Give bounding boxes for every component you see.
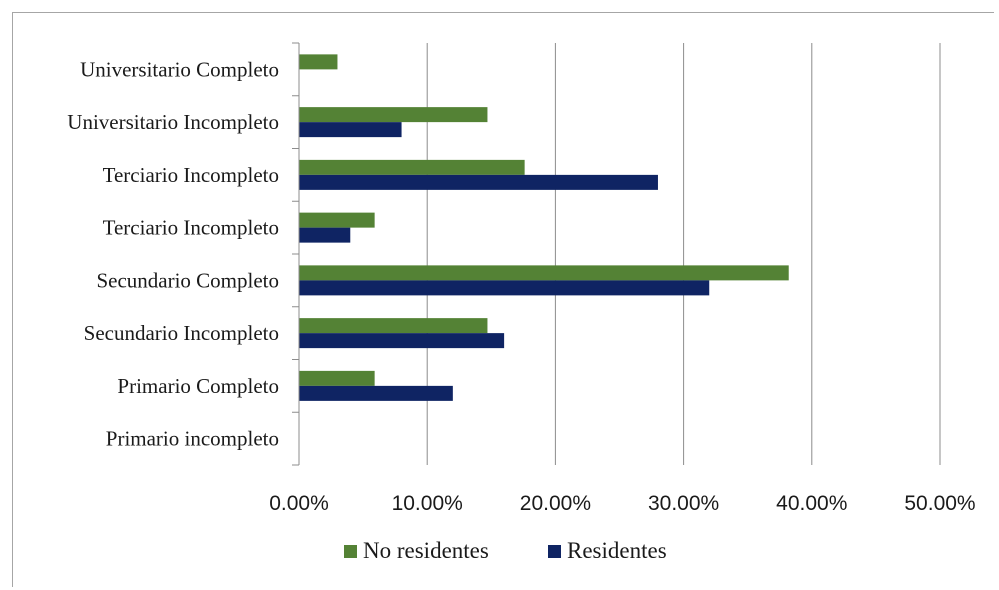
- bar-residentes: [299, 122, 402, 138]
- legend-label: Residentes: [567, 538, 667, 563]
- category-label: Primario incompleto: [106, 427, 279, 451]
- legend-label: No residentes: [363, 538, 489, 563]
- bar-no-residentes: [299, 318, 488, 334]
- bar-no-residentes: [299, 265, 789, 281]
- chart-frame: [12, 12, 994, 587]
- category-label: Primario Completo: [117, 374, 279, 398]
- x-tick-label: 20.00%: [520, 492, 591, 515]
- x-tick-label: 0.00%: [269, 492, 329, 515]
- grid-lines: [426, 43, 941, 465]
- category-label: Secundario Incompleto: [84, 321, 279, 345]
- legend: No residentes Residentes: [344, 538, 667, 563]
- legend-swatch: [548, 545, 561, 558]
- category-label: Universitario Completo: [80, 57, 279, 81]
- bar-residentes: [299, 333, 505, 349]
- bar-residentes: [299, 174, 658, 190]
- x-tick-labels: 0.00% 10.00% 20.00% 30.00% 40.00% 50.00%: [269, 492, 975, 515]
- bar-residentes: [299, 227, 351, 243]
- x-tick-label: 50.00%: [904, 492, 975, 515]
- bar-no-residentes: [299, 159, 525, 175]
- legend-swatch: [344, 545, 357, 558]
- bar-residentes: [299, 280, 710, 296]
- bar-no-residentes: [299, 212, 375, 228]
- category-label: Terciario Incompleto: [103, 216, 279, 240]
- category-label: Universitario Incompleto: [67, 110, 279, 134]
- x-tick-label: 40.00%: [776, 492, 847, 515]
- category-labels: Universitario Completo Universitario Inco…: [67, 57, 279, 450]
- axes: [292, 42, 300, 466]
- x-tick-label: 10.00%: [392, 492, 463, 515]
- x-tick-label: 30.00%: [648, 492, 719, 515]
- bar-no-residentes: [299, 107, 488, 123]
- bars: [299, 54, 789, 401]
- bar-no-residentes: [299, 54, 338, 70]
- bar-residentes: [299, 385, 453, 401]
- category-label: Terciario Incompleto: [103, 163, 279, 187]
- category-label: Secundario Completo: [96, 268, 279, 292]
- bar-no-residentes: [299, 370, 375, 386]
